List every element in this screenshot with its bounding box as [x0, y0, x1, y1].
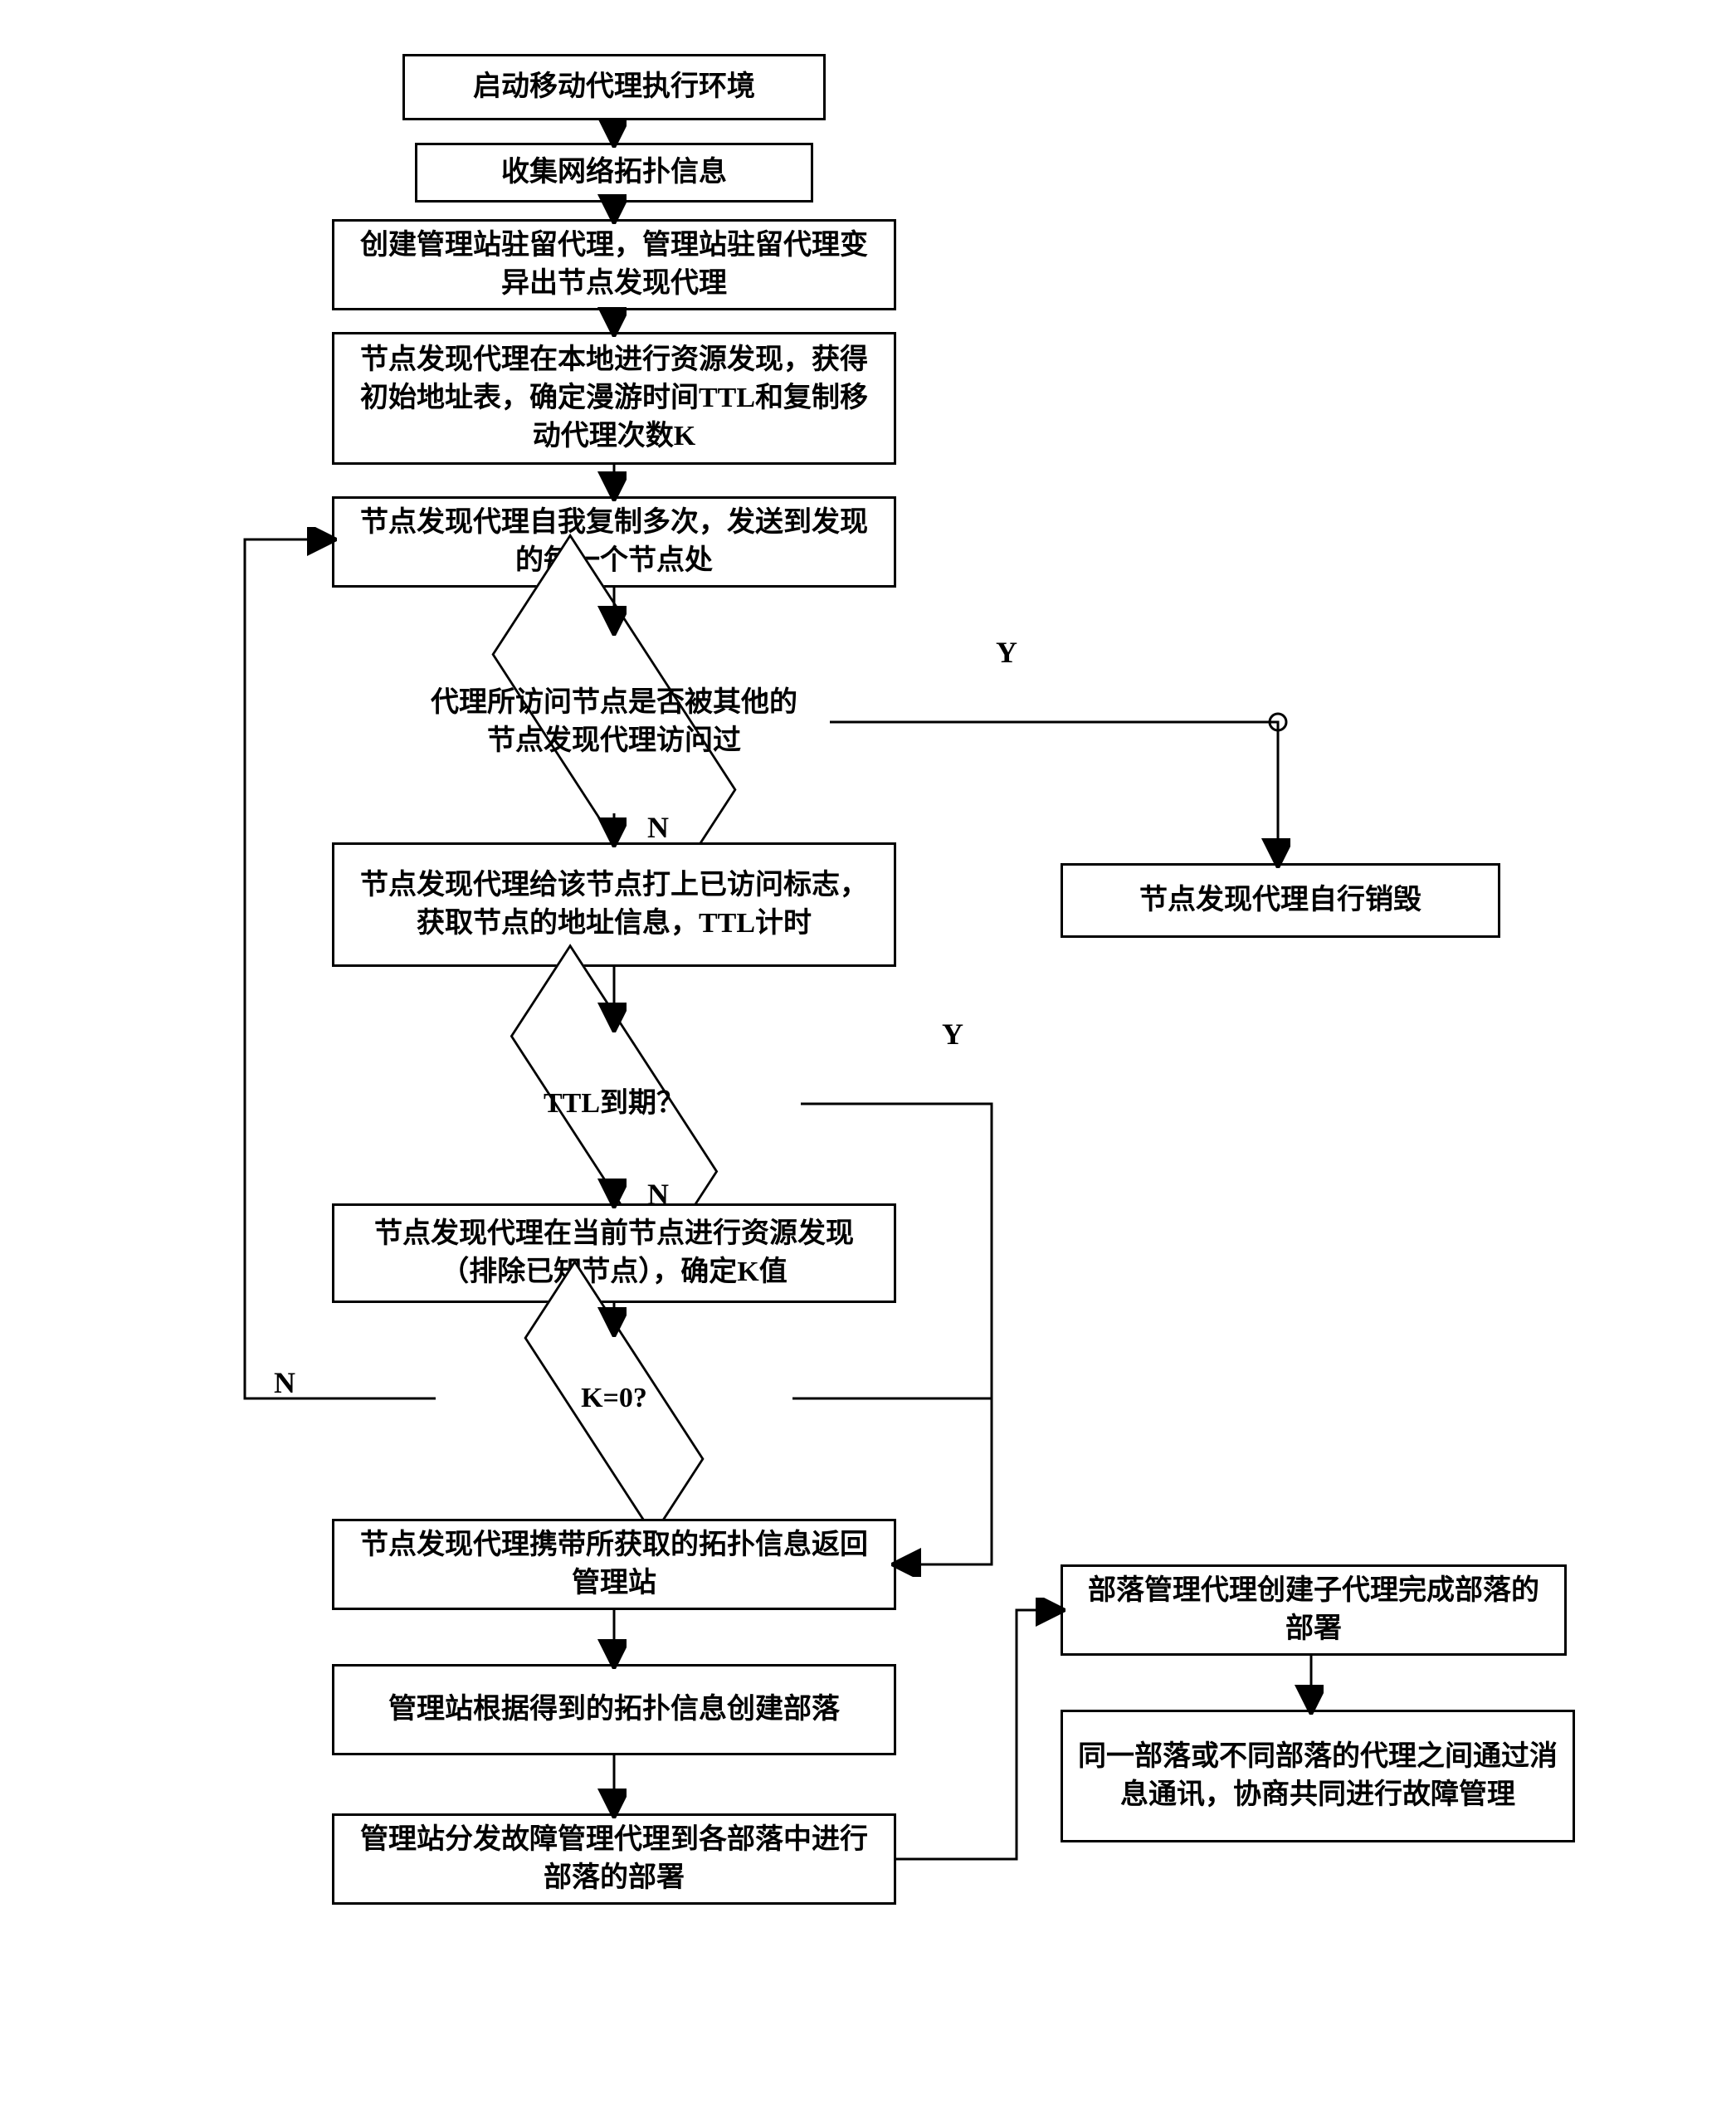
- label-d1-no: N: [647, 810, 669, 845]
- node-text: 节点发现代理自我复制多次，发送到发现的每一个节点处: [349, 504, 879, 580]
- label-d3-no: N: [274, 1365, 295, 1400]
- node-create-resident-agent: 创建管理站驻留代理，管理站驻留代理变异出节点发现代理: [332, 219, 896, 310]
- node-return-station: 节点发现代理携带所获取的拓扑信息返回管理站: [332, 1519, 896, 1610]
- node-resource-discovery: 节点发现代理在当前节点进行资源发现（排除已知节点），确定K值: [332, 1203, 896, 1303]
- label-d1-yes: Y: [996, 635, 1017, 670]
- node-text: 节点发现代理在本地进行资源发现，获得初始地址表，确定漫游时间TTL和复制移动代理…: [349, 341, 879, 456]
- decision-k-zero: K=0?: [498, 1353, 730, 1444]
- node-distribute-fault-agent: 管理站分发故障管理代理到各部落中进行部落的部署: [332, 1813, 896, 1905]
- node-text: 代理所访问节点是否被其他的节点发现代理访问过: [430, 684, 798, 760]
- label-d2-no: N: [647, 1177, 669, 1212]
- node-text: 管理站根据得到的拓扑信息创建部落: [388, 1691, 840, 1729]
- node-discovery-init: 节点发现代理在本地进行资源发现，获得初始地址表，确定漫游时间TTL和复制移动代理…: [332, 332, 896, 465]
- node-text: TTL到期？: [544, 1085, 685, 1123]
- node-fault-management: 同一部落或不同部落的代理之间通过消息通讯，协商共同进行故障管理: [1061, 1710, 1575, 1842]
- node-text: 收集网络拓扑信息: [501, 154, 727, 192]
- decision-visited: 代理所访问节点是否被其他的节点发现代理访问过: [465, 652, 763, 793]
- node-text: 节点发现代理在当前节点进行资源发现（排除已知节点），确定K值: [349, 1215, 879, 1291]
- node-collect-topology: 收集网络拓扑信息: [415, 143, 813, 203]
- node-text: 管理站分发故障管理代理到各部落中进行部落的部署: [349, 1821, 879, 1897]
- node-text: 同一部落或不同部落的代理之间通过消息通讯，协商共同进行故障管理: [1078, 1738, 1558, 1814]
- node-text: 创建管理站驻留代理，管理站驻留代理变异出节点发现代理: [349, 227, 879, 303]
- node-text: 节点发现代理携带所获取的拓扑信息返回管理站: [349, 1526, 879, 1603]
- flowchart-container: 启动移动代理执行环境 收集网络拓扑信息 创建管理站驻留代理，管理站驻留代理变异出…: [0, 0, 1736, 2118]
- node-agent-destroy: 节点发现代理自行销毁: [1061, 863, 1500, 938]
- decision-ttl-expired: TTL到期？: [481, 1050, 747, 1158]
- node-text: K=0?: [581, 1379, 647, 1418]
- node-text: 节点发现代理自行销毁: [1139, 881, 1421, 920]
- node-tribe-deploy: 部落管理代理创建子代理完成部落的部署: [1061, 1564, 1567, 1656]
- node-text: 启动移动代理执行环境: [473, 68, 755, 106]
- node-mark-visited: 节点发现代理给该节点打上已访问标志，获取节点的地址信息，TTL计时: [332, 842, 896, 967]
- node-self-replicate: 节点发现代理自我复制多次，发送到发现的每一个节点处: [332, 496, 896, 588]
- node-text: 部落管理代理创建子代理完成部落的部署: [1078, 1572, 1549, 1648]
- label-d2-yes: Y: [942, 1017, 963, 1052]
- node-create-tribe: 管理站根据得到的拓扑信息创建部落: [332, 1664, 896, 1755]
- node-text: 节点发现代理给该节点打上已访问标志，获取节点的地址信息，TTL计时: [349, 866, 879, 943]
- node-start-env: 启动移动代理执行环境: [402, 54, 826, 120]
